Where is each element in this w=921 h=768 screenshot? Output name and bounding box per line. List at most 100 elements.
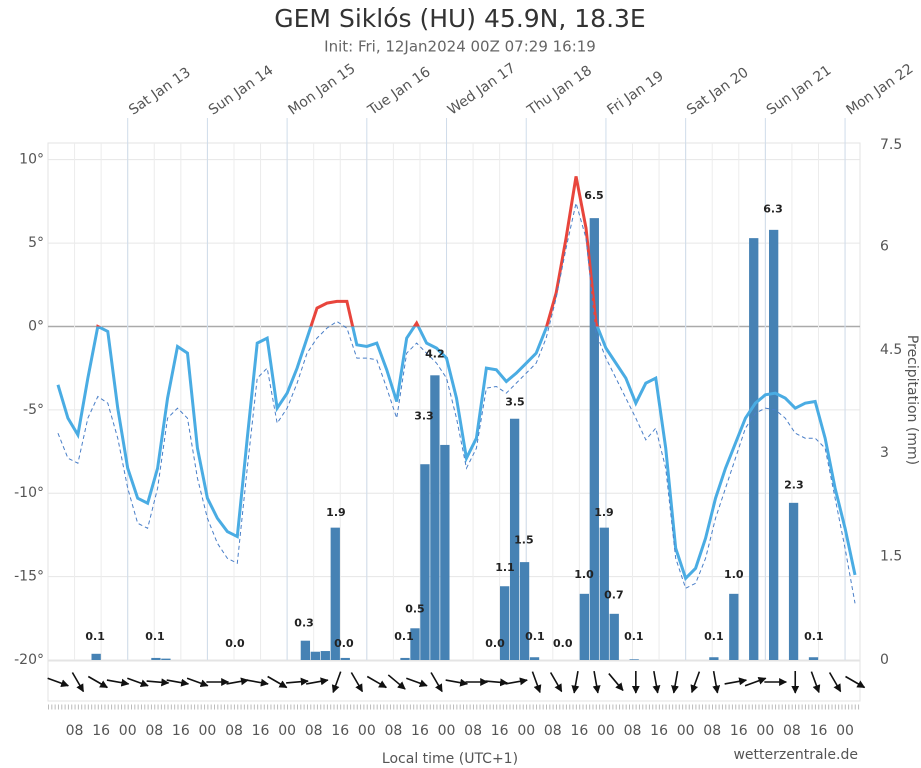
precip-bar xyxy=(529,657,540,660)
x-tick-label: 16 xyxy=(92,723,110,739)
precip-bar xyxy=(599,527,609,660)
x-tick-label: 00 xyxy=(597,723,615,739)
wind-arrow xyxy=(430,672,443,693)
precip-label: 6.3 xyxy=(763,203,783,216)
x2-tick-label: Thu Jan 18 xyxy=(524,63,595,119)
x-tick-label: 08 xyxy=(624,723,642,739)
precip-bar xyxy=(729,593,739,660)
y2-tick-label: 3 xyxy=(880,445,889,461)
precip-bar xyxy=(310,651,320,660)
wind-arrow xyxy=(246,678,269,687)
precip-bar xyxy=(579,593,590,660)
precip-bar xyxy=(91,653,101,660)
y2-tick-label: 7.5 xyxy=(880,137,902,153)
precip-label: 6.5 xyxy=(584,189,604,202)
precip-bar xyxy=(629,659,639,660)
precip-bar xyxy=(410,628,420,660)
precip-label: 1.1 xyxy=(495,561,515,574)
x-tick-label: 00 xyxy=(278,723,296,739)
wind-arrow xyxy=(331,671,342,694)
x-tick-label: 00 xyxy=(358,723,376,739)
chart-subtitle: Init: Fri, 12Jan2024 00Z 07:29 16:19 xyxy=(324,38,596,56)
temperature-line xyxy=(56,326,857,582)
x2-tick-label: Wed Jan 17 xyxy=(445,60,519,118)
precip-bar xyxy=(161,658,171,660)
wind-arrow xyxy=(810,671,821,694)
x-tick-label: 00 xyxy=(198,723,216,739)
y-tick-label: 0° xyxy=(28,318,44,334)
x2-tick-label: Mon Jan 22 xyxy=(843,61,916,119)
wind-arrow xyxy=(406,677,428,688)
precip-bar xyxy=(589,218,599,660)
wind-arrow xyxy=(592,671,601,694)
x-axis-title: Local time (UTC+1) xyxy=(382,751,518,767)
x-tick-label: 08 xyxy=(145,723,163,739)
wind-arrow xyxy=(608,673,624,692)
wind-arrow xyxy=(549,672,563,693)
precip-label: 0.0 xyxy=(485,637,505,650)
wind-arrow xyxy=(671,671,679,694)
wind-arrow xyxy=(226,677,249,686)
precip-label: 1.5 xyxy=(514,534,534,547)
precip-bar xyxy=(609,613,619,660)
wind-arrow xyxy=(306,677,329,686)
wind-arrow xyxy=(485,678,509,687)
precip-bar xyxy=(519,562,530,660)
y-tick-label: -10° xyxy=(14,485,44,501)
y-tick-label: -15° xyxy=(14,569,44,585)
precip-label: 3.5 xyxy=(505,396,525,409)
y-tick-label: 5° xyxy=(28,235,44,251)
x2-tick-label: Tue Jan 16 xyxy=(364,64,433,119)
precip-bar xyxy=(300,640,311,660)
x2-tick-label: Sun Jan 21 xyxy=(764,62,835,118)
wind-arrow xyxy=(744,676,767,687)
precip-label: 3.3 xyxy=(414,410,434,423)
precip-label: 1.9 xyxy=(326,506,346,519)
wind-arrow xyxy=(166,678,190,687)
x2-tick-label: Fri Jan 19 xyxy=(604,68,666,118)
y-tick-label: -5° xyxy=(23,402,44,418)
precip-label: 1.9 xyxy=(594,506,614,519)
precip-bar xyxy=(151,657,161,660)
wind-arrow xyxy=(712,671,721,694)
precip-label: 4.2 xyxy=(425,347,445,360)
x-tick-label: 16 xyxy=(730,723,748,739)
precip-bar xyxy=(340,657,350,660)
bars xyxy=(91,218,819,661)
precip-bar xyxy=(509,418,520,660)
wind-arrow xyxy=(286,677,309,686)
wind-arrow xyxy=(146,678,170,687)
precip-bar xyxy=(709,657,719,660)
precip-label: 0.0 xyxy=(553,637,573,650)
y2-tick-label: 0 xyxy=(880,652,889,668)
precip-label: 0.1 xyxy=(704,630,724,643)
wind-arrow xyxy=(106,678,130,687)
wind-arrow xyxy=(652,671,661,694)
x-tick-label: 00 xyxy=(517,723,535,739)
x-tick-label: 16 xyxy=(650,723,668,739)
x-tick-label: 08 xyxy=(66,723,84,739)
wind-arrow xyxy=(571,671,580,694)
precip-bar xyxy=(440,444,450,660)
x-tick-label: 08 xyxy=(464,723,482,739)
x-tick-label: 16 xyxy=(570,723,588,739)
x-tick-label: 00 xyxy=(438,723,456,739)
x-tick-label: 16 xyxy=(172,723,190,739)
y2-axis-title: Precipitation (mm) xyxy=(904,335,920,465)
precip-bar xyxy=(499,586,510,660)
precip-label: 0.7 xyxy=(604,589,624,602)
x-tick-label: 08 xyxy=(703,723,721,739)
wind-arrow xyxy=(724,677,748,686)
precip-bar xyxy=(769,229,779,660)
precip-label: 0.1 xyxy=(85,630,105,643)
precip-bar xyxy=(749,238,759,661)
precip-bar xyxy=(320,651,330,660)
chart-title: GEM Siklós (HU) 45.9N, 18.3E xyxy=(274,4,645,33)
x-tick-label: 08 xyxy=(783,723,801,739)
x2-tick-label: Sat Jan 20 xyxy=(684,65,752,119)
lines xyxy=(56,176,857,604)
precip-bar xyxy=(400,657,410,660)
dashed-line xyxy=(57,202,856,604)
precip-label: 0.5 xyxy=(405,603,425,616)
precip-bar xyxy=(808,657,819,660)
